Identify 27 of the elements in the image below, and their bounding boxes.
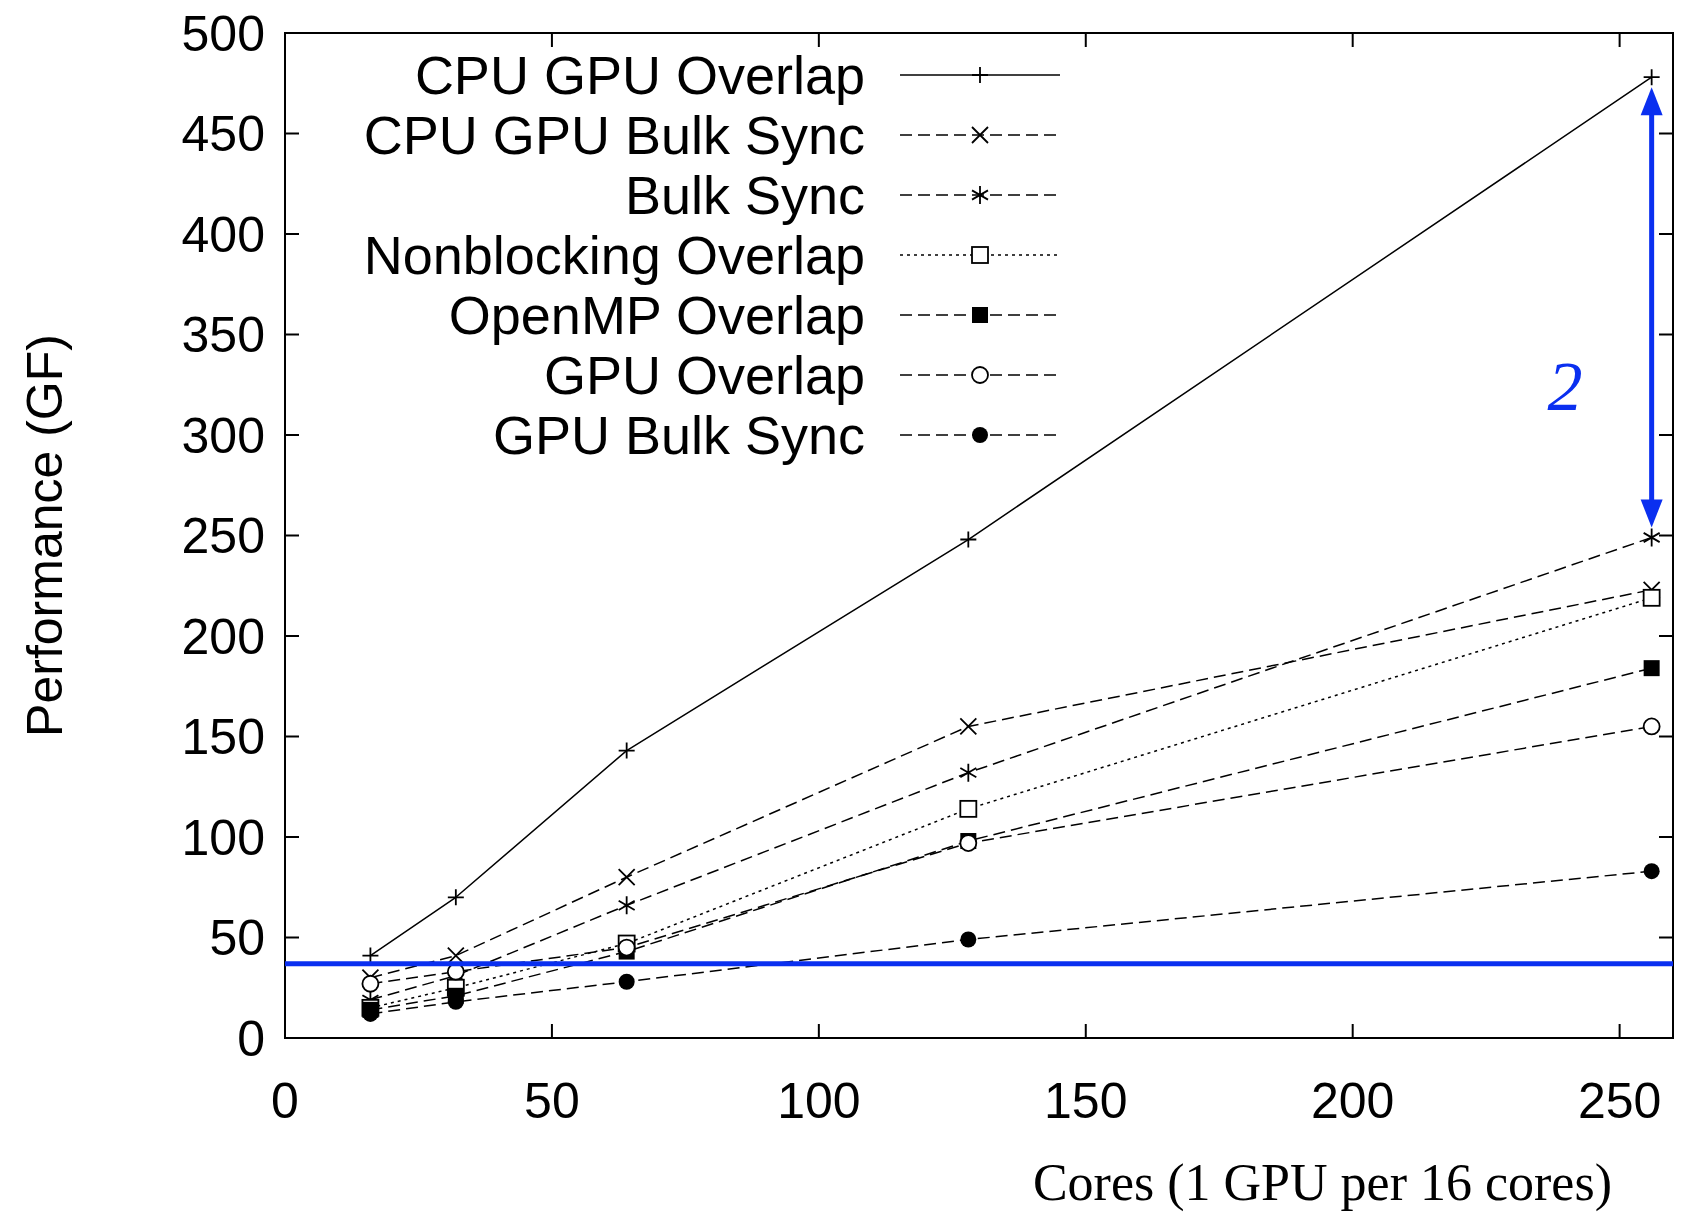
x-tick-label: 200 [1310,1073,1395,1129]
y-tick-label: 300 [181,407,265,464]
legend-label: GPU Bulk Sync [492,404,865,465]
y-tick-label: 100 [181,809,265,866]
legend-label: OpenMP Overlap [448,284,865,345]
legend-label: CPU GPU Overlap [414,44,865,105]
legend-label: CPU GPU Bulk Sync [363,104,865,165]
x-tick-label: 150 [1044,1073,1128,1129]
y-tick-label: 400 [181,206,265,263]
legend-label: GPU Overlap [543,344,865,405]
x-tick-label: 50 [524,1073,580,1129]
y-axis-title: Performance (GF) [17,334,73,737]
y-tick-label: 250 [181,508,265,564]
legend-label: Nonblocking Overlap [363,224,865,285]
x-axis-title: Cores (1 GPU per 16 cores) [1032,1154,1612,1212]
y-tick-label: 350 [181,307,265,363]
y-tick-label: 450 [181,106,265,162]
x-tick-label: 250 [1577,1073,1662,1129]
y-tick-label: 0 [237,1010,265,1067]
legend-label: Bulk Sync [624,164,865,225]
y-tick-label: 500 [181,5,265,62]
x-tick-label: 100 [777,1073,861,1129]
y-tick-label: 150 [181,709,265,765]
y-tick-label: 200 [181,608,265,665]
y-tick-label: 50 [209,910,265,966]
annotation: 2 [1547,348,1583,425]
x-tick-label: 0 [271,1073,299,1129]
